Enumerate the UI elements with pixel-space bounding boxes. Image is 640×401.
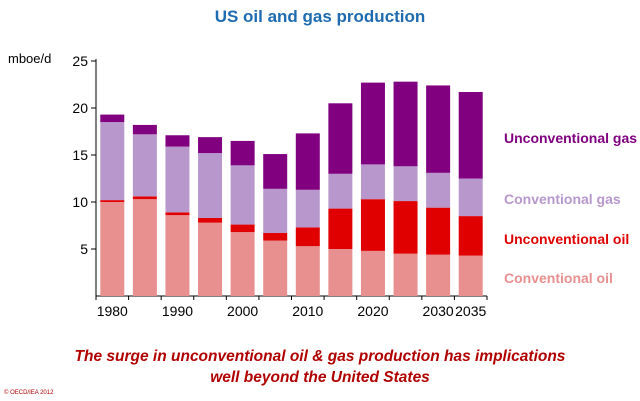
bar-unconventional-gas-2025 [393,81,418,167]
bar-unconventional-gas-1990 [165,135,190,147]
bar-conventional-oil-2020 [360,250,385,296]
bar-conventional-oil-1980 [100,202,125,296]
bar-unconventional-oil-2015 [328,208,353,249]
legend-unconventional-oil: Unconventional oil [504,231,630,247]
bar-conventional-gas-2000 [230,165,255,225]
caption-line-2: well beyond the United States [210,369,430,386]
bar-conventional-oil-2030 [426,254,451,296]
bar-conventional-gas-2015 [328,173,353,209]
bar-unconventional-gas-2020 [360,82,385,165]
legend-conventional-oil: Conventional oil [504,270,613,286]
bar-unconventional-gas-2010 [295,133,320,190]
bar-unconventional-gas-2035 [458,92,483,179]
y-tick-label: 15 [72,147,88,163]
bar-unconventional-gas-2005 [263,154,288,189]
x-tick-label: 1990 [162,303,193,319]
x-tick-label: 1980 [97,303,128,319]
bar-conventional-gas-1980 [100,122,125,201]
bar-unconventional-oil-1995 [198,217,223,223]
bar-conventional-oil-2000 [230,232,255,296]
bar-unconventional-gas-2015 [328,103,353,174]
bar-conventional-gas-2035 [458,178,483,217]
y-tick-label: 25 [72,53,88,69]
bar-conventional-oil-2025 [393,253,418,296]
x-tick-label: 2000 [227,303,258,319]
chart-title: US oil and gas production [214,7,426,26]
bar-conventional-gas-1985 [132,134,157,197]
bar-conventional-gas-2010 [295,189,320,228]
bar-unconventional-oil-2025 [393,201,418,254]
bar-unconventional-oil-1990 [165,212,190,216]
y-tick-label: 20 [72,100,88,116]
bar-unconventional-oil-2020 [360,199,385,251]
bar-conventional-oil-2015 [328,249,353,296]
bar-unconventional-oil-2000 [230,224,255,233]
x-tick-label: 2030 [423,303,454,319]
bar-conventional-oil-1990 [165,215,190,296]
bar-unconventional-oil-2030 [426,207,451,255]
bar-conventional-oil-1995 [198,222,223,296]
bar-unconventional-oil-1985 [132,196,157,200]
bar-conventional-gas-2025 [393,166,418,202]
bar-unconventional-oil-2035 [458,216,483,256]
bar-unconventional-oil-2005 [263,233,288,241]
caption-line-1: The surge in unconventional oil & gas pr… [74,348,566,365]
bar-conventional-gas-1990 [165,146,190,213]
y-tick-label: 10 [72,194,88,210]
legend-unconventional-gas: Unconventional gas [504,130,638,146]
bar-unconventional-gas-2030 [426,85,451,173]
bar-unconventional-gas-1985 [132,124,157,135]
bar-conventional-gas-2020 [360,164,385,200]
bar-unconventional-gas-1995 [198,137,223,154]
y-axis-label: mboe/d [8,51,52,66]
bar-unconventional-oil-2010 [295,227,320,247]
bar-unconventional-gas-2000 [230,140,255,166]
bar-unconventional-oil-1980 [100,200,125,202]
y-tick-label: 5 [80,241,88,257]
x-tick-label: 2010 [292,303,323,319]
bar-conventional-oil-2010 [295,246,320,296]
bar-conventional-gas-1995 [198,153,223,218]
bar-conventional-oil-1985 [132,199,157,296]
bar-conventional-gas-2030 [426,172,451,208]
bar-conventional-gas-2005 [263,188,288,234]
caption: The surge in unconventional oil & gas pr… [0,346,640,388]
bar-conventional-oil-2035 [458,255,483,296]
copyright-notice: © OECD/IEA 2012 [4,390,54,396]
x-tick-label: 2020 [357,303,388,319]
bar-conventional-oil-2005 [263,240,288,296]
legend-conventional-gas: Conventional gas [504,191,621,207]
bar-unconventional-gas-1980 [100,114,125,123]
x-tick-label: 2035 [455,303,486,319]
